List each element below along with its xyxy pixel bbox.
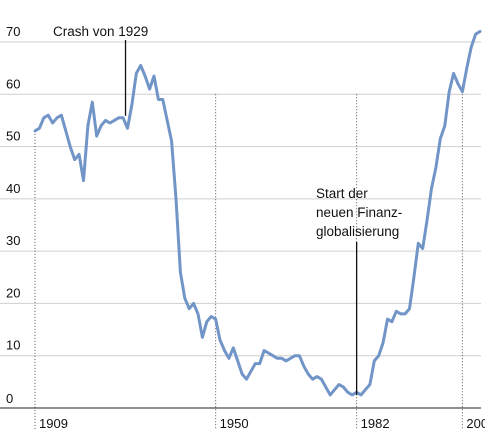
annotation-globalisation-line: Start der bbox=[316, 186, 368, 201]
x-axis-tick-labels: 1909 1950 1982 2006 bbox=[39, 416, 485, 431]
annotation-globalisation-line: globalisierung bbox=[316, 224, 399, 239]
annotation-globalisation-line: neuen Finanz- bbox=[316, 205, 402, 220]
y-tick-label: 30 bbox=[6, 233, 20, 248]
y-tick-label: 60 bbox=[6, 76, 20, 91]
x-tick-label: 1950 bbox=[220, 416, 249, 431]
annotations: Crash von 1929 Start der neuen Finanz-glob… bbox=[53, 24, 402, 395]
annotation-crash: Crash von 1929 bbox=[53, 24, 148, 39]
y-tick-label: 40 bbox=[6, 181, 20, 196]
y-tick-label: 50 bbox=[6, 129, 20, 144]
year-markers bbox=[34, 94, 463, 430]
gridlines bbox=[0, 41, 481, 357]
y-tick-label: 70 bbox=[6, 24, 20, 39]
y-tick-label: 10 bbox=[6, 338, 20, 353]
series-line bbox=[33, 30, 482, 397]
x-tick-label: 1982 bbox=[361, 416, 390, 431]
x-tick-label: 2006 bbox=[466, 416, 485, 431]
y-axis-tick-labels: 0 10 20 30 40 50 60 70 bbox=[6, 24, 20, 406]
y-tick-label: 0 bbox=[6, 391, 13, 406]
x-tick-label: 1909 bbox=[39, 416, 68, 431]
y-tick-label: 20 bbox=[6, 285, 20, 300]
